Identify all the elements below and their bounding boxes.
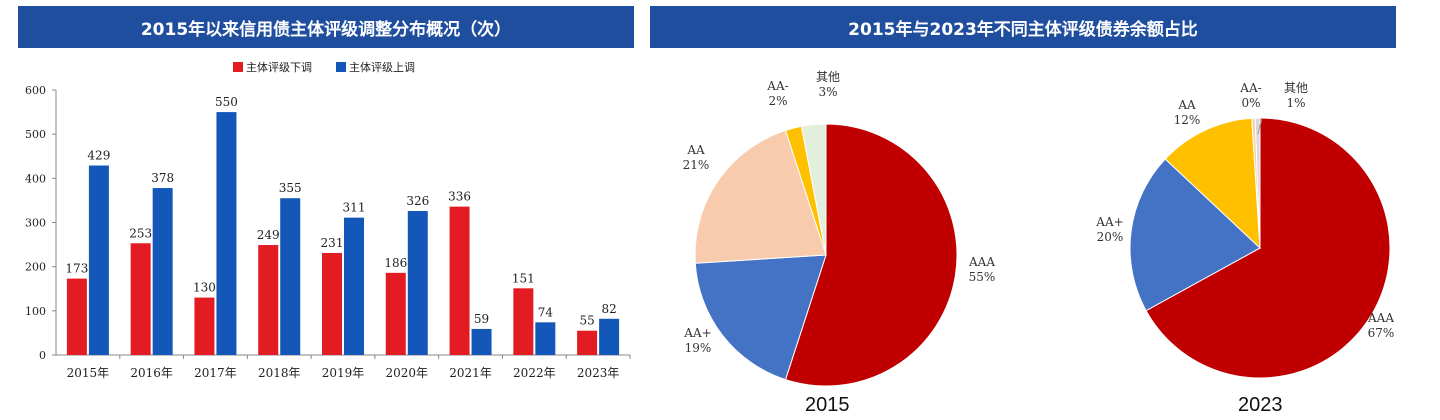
legend-swatch [336,62,346,72]
pie-slice-label: AA [1177,98,1196,112]
legend-label: 主体评级下调 [246,60,312,74]
bar-value-label: 336 [448,190,471,204]
x-tick-label: 2020年 [386,366,429,380]
x-tick-label: 2017年 [194,366,237,380]
pie-slice-label: AA- [766,79,788,93]
bar-value-label: 186 [384,256,407,270]
pie-charts-title: 2015年与2023年不同主体评级债券余额占比 [848,19,1198,40]
bar [471,328,492,355]
x-tick-label: 2021年 [449,366,492,380]
pie-slice [1254,117,1261,249]
bar [535,322,556,355]
pie-slice-label: AA+ [1095,215,1123,229]
x-tick-label: 2023年 [577,366,620,380]
y-tick-label: 0 [39,349,46,362]
bar [344,217,364,355]
pie-slice-label: AAA [1367,311,1394,325]
x-tick-label: 2016年 [130,366,173,380]
x-tick-label: 2018年 [258,366,301,380]
bar [194,297,215,355]
pie-slice-percent: 21% [683,158,710,172]
bar-value-label: 173 [65,262,88,276]
bar [258,245,279,355]
x-tick-label: 2022年 [513,366,556,380]
bar [152,188,173,355]
pie-slice [1129,158,1261,312]
pie-2015-caption: 2015 [805,394,850,416]
bar-value-label: 311 [343,201,366,215]
bar [216,112,237,355]
x-tick-label: 2019年 [322,366,365,380]
bar [385,272,406,355]
bar-value-label: 253 [129,226,152,240]
legend-label: 主体评级上调 [349,60,415,74]
pie-slice-label: AA [686,143,705,157]
y-tick-label: 200 [25,261,46,274]
pie-slice-label: AA- [1239,81,1261,95]
bar-value-label: 429 [87,149,110,163]
bar [577,330,598,355]
pie-leader-line [1257,117,1263,135]
rating-adjustment-bar-chart: 主体评级下调 主体评级上调 0 100 200 300 400 500 600 173 429 201… [25,60,631,380]
pie-slice-label: AA+ [683,326,711,340]
bar [280,198,301,355]
bar [599,318,620,355]
bar [322,252,342,355]
y-tick-label: 400 [25,172,46,185]
pie-slice-percent: 1% [1286,96,1305,110]
legend-swatch [233,62,243,72]
bar-value-label: 378 [151,171,174,185]
y-tick-label: 300 [25,217,46,230]
bar [513,288,534,355]
pie-slice-percent: 55% [969,270,996,284]
pie-slice-label: AAA [968,255,995,269]
y-tick-label: 600 [25,84,46,97]
pie-slice-label: 其他 [1284,81,1308,95]
legend: 主体评级下调 主体评级上调 [233,60,415,74]
bar-chart-title-banner: 2015年以来信用债主体评级调整分布概况（次） [18,6,634,48]
bar-value-label: 55 [579,314,594,328]
pie-slice-label: 其他 [816,70,840,84]
y-tick-label: 500 [25,128,46,141]
pie-slice-percent: 2% [768,94,787,108]
bar-value-label: 74 [538,305,554,319]
bar [407,211,428,355]
pie-charts-title-banner: 2015年与2023年不同主体评级债券余额占比 [650,6,1396,48]
bar-value-label: 82 [601,302,616,316]
bar-value-label: 249 [257,228,280,242]
pie-2023-caption: 2023 [1238,394,1283,416]
pie-slice-percent: 67% [1368,326,1395,340]
bar-value-label: 231 [321,236,344,250]
x-tick-label: 2015年 [67,366,110,380]
pie-slice [694,254,827,381]
bar-value-label: 59 [474,312,489,326]
y-tick-label: 100 [25,305,46,318]
bar-value-label: 130 [193,281,216,295]
bar-value-label: 151 [512,271,535,285]
bar-value-label: 326 [406,194,429,208]
pie-slice [784,123,958,387]
bar [449,206,470,355]
bar [130,243,151,355]
pie-slice [1145,117,1391,379]
pie-slice-percent: 20% [1097,230,1124,244]
pie-slice [1164,117,1261,250]
pie-slice [694,129,827,264]
bar [66,278,87,355]
pie-slice-percent: 3% [818,85,837,99]
bar [88,165,109,355]
bar-value-label: 355 [279,181,302,195]
pie-slice [800,123,827,256]
bar-chart-title: 2015年以来信用债主体评级调整分布概况（次） [140,19,512,40]
pie-slice-percent: 0% [1241,96,1260,110]
bar-value-label: 550 [215,95,238,109]
pie-slice-percent: 19% [685,341,712,355]
pie-slice-percent: 12% [1174,113,1201,127]
